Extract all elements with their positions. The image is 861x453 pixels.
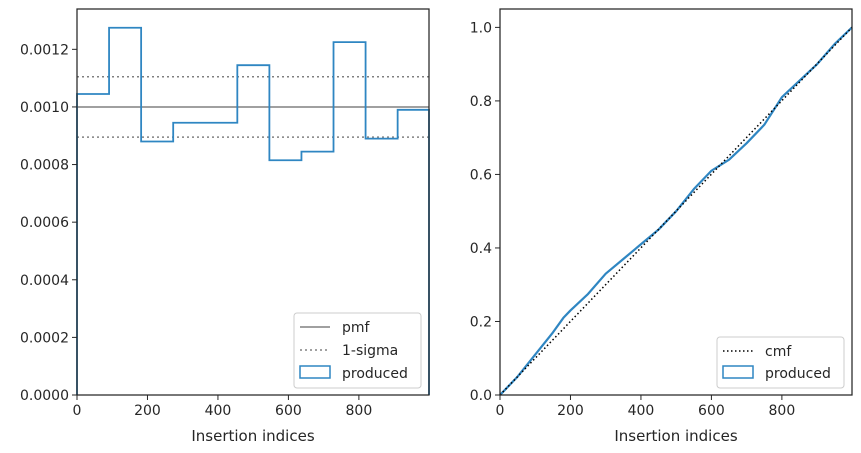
pmf-y-tick-label: 0.0002 [20, 330, 69, 346]
produced-step-histogram [76, 26, 430, 395]
cmf-x-axis-label: Insertion indices [614, 427, 737, 445]
pmf-x-tick-label: 0 [73, 403, 82, 419]
cmf-y-tick-label: 0.4 [470, 241, 492, 257]
legend-label-cmf: cmf [765, 344, 792, 360]
cmf-x-tick-label: 800 [769, 403, 796, 419]
cmf-panel: 0 200 400 600 800 0.0 0.2 0.4 0.6 0.8 1.0 Inserti… [470, 8, 853, 445]
pmf-y-tick-label: 0.0008 [20, 158, 69, 174]
pmf-legend: pmf 1-sigma produced [293, 312, 422, 389]
cmf-y-tick-label: 0.2 [470, 314, 492, 330]
pmf-y-tick-label: 0.0004 [20, 273, 69, 289]
legend-frame [293, 312, 422, 389]
cmf-y-ticks: 0.0 0.2 0.4 0.6 0.8 1.0 [470, 20, 500, 404]
pmf-plot-area [76, 26, 430, 395]
cmf-y-tick-label: 0.0 [470, 388, 492, 404]
cmf-y-tick-label: 0.6 [470, 167, 492, 183]
pmf-y-ticks: 0.0000 0.0002 0.0004 0.0006 0.0008 0.0010 0.00… [20, 42, 77, 404]
pmf-x-tick-label: 400 [205, 403, 232, 419]
legend-label-1-sigma: 1-sigma [342, 343, 398, 359]
legend-label-pmf: pmf [342, 320, 371, 336]
pmf-panel: 0 200 400 600 800 0.00000.00020.00040.00060.… [20, 8, 430, 445]
legend-frame [716, 336, 845, 389]
cmf-x-tick-label: 0 [496, 403, 505, 419]
legend-label-produced: produced [342, 366, 408, 382]
pmf-x-tick-label: 800 [346, 403, 373, 419]
pmf-y-tick-label: 0.0010 [20, 100, 69, 116]
cmf-x-ticks: 0 200 400 600 800 [496, 395, 796, 419]
legend-swatch-produced [299, 365, 331, 379]
pmf-y-tick-label: 0.0000 [20, 388, 69, 404]
pmf-x-axis-label: Insertion indices [191, 427, 314, 445]
cmf-line [499, 26, 853, 396]
pmf-y-tick-label: 0.0012 [20, 42, 69, 58]
pmf-y-tick-label: 0.0006 [20, 215, 69, 231]
cmf-axes-frame [499, 8, 853, 396]
pmf-x-tick-label: 600 [275, 403, 302, 419]
cmf-legend: cmf produced [716, 336, 845, 389]
cmf-y-tick-label: 0.8 [470, 94, 492, 110]
pmf-axes-frame [76, 8, 430, 396]
pmf-x-tick-label: 200 [134, 403, 161, 419]
cmf-x-tick-label: 400 [628, 403, 655, 419]
produced-cumulative-line [499, 26, 853, 396]
legend-swatch-produced [722, 365, 754, 379]
cmf-plot-area [499, 26, 853, 396]
cmf-y-tick-label: 1.0 [470, 20, 492, 36]
cmf-x-tick-label: 200 [557, 403, 584, 419]
cmf-x-tick-label: 600 [698, 403, 725, 419]
pmf-x-ticks: 0 200 400 600 800 [73, 395, 373, 419]
legend-label-produced: produced [765, 366, 831, 382]
